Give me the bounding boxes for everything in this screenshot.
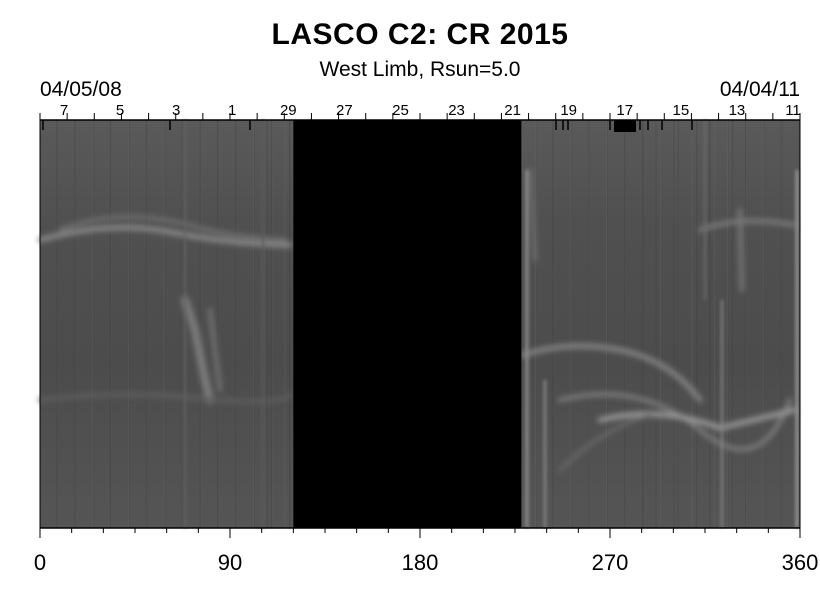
x-tick-label: 360 [782,550,819,575]
longitude-axis: 0 90 180 270 360 [34,527,819,575]
bright-feature [520,343,703,403]
top-day-label: 11 [785,102,801,119]
top-mark-block [614,120,636,132]
x-tick-label: 180 [402,550,439,575]
bright-feature [208,308,222,392]
vertical-streaks [184,120,799,528]
top-day-label: 21 [504,102,521,119]
top-day-label: 17 [616,102,633,119]
top-day-label: 1 [228,102,236,119]
data-gap [293,120,522,528]
end-date-label: 04/04/11 [719,78,800,101]
top-day-axis: 7 5 3 1 29 27 25 23 21 19 17 15 13 11 [39,102,801,132]
bright-feature [558,392,792,452]
plot-area [37,120,801,528]
bright-feature [558,413,652,472]
bright-feature [58,215,287,242]
top-day-label: 3 [172,102,180,119]
top-day-label: 29 [280,102,297,119]
start-date-label: 04/05/08 [40,78,122,101]
top-day-label: 7 [60,102,68,119]
top-day-label: 25 [392,102,409,119]
bright-feature [597,407,798,431]
x-tick-label: 0 [34,550,46,575]
top-day-label: 27 [336,102,353,119]
bright-feature [38,392,292,404]
bright-structures [37,168,798,472]
bright-feature [181,296,214,404]
x-tick-label: 270 [592,550,629,575]
top-day-label: 13 [729,102,746,119]
bright-feature [738,208,744,292]
x-tick-label: 90 [218,550,242,575]
top-day-label: 5 [116,102,124,119]
chart-title: LASCO C2: CR 2015 [271,18,569,51]
bright-feature [37,225,293,248]
top-day-label: 19 [560,102,577,119]
bright-feature [528,168,537,262]
chart-subtitle: West Limb, Rsun=5.0 [319,58,521,81]
top-day-label: 23 [448,102,465,119]
top-day-label: 15 [673,102,690,119]
bright-feature [698,219,797,232]
